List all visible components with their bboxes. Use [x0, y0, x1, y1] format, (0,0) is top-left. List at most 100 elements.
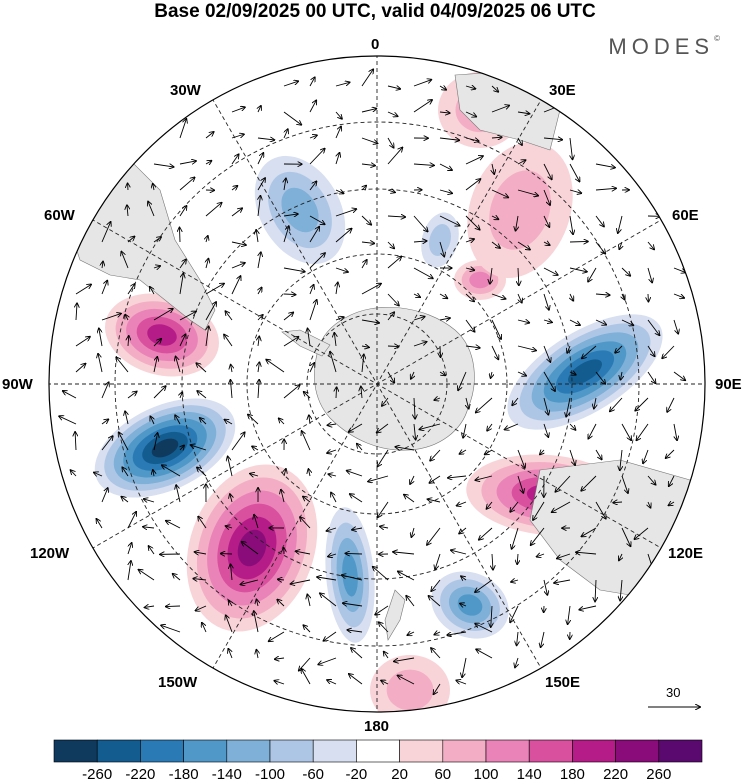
wind-arrow [269, 631, 285, 641]
wind-arrow [127, 284, 135, 295]
wind-arrow [257, 315, 263, 321]
lon-label-30e: 30E [549, 82, 576, 99]
wind-arrow [327, 680, 337, 685]
wind-arrow [595, 449, 602, 459]
wind-arrow [241, 579, 259, 584]
wind-arrow [543, 189, 550, 205]
wind-arrow [595, 319, 606, 325]
wind-arrow [439, 138, 459, 140]
wind-arrow [231, 432, 245, 451]
wind-arrow [231, 263, 245, 269]
wind-arrow [361, 69, 373, 87]
anomaly-contour [151, 438, 179, 458]
lon-label-180: 180 [364, 718, 390, 735]
wind-arrow [153, 470, 154, 477]
lon-label-150w: 150W [158, 674, 198, 691]
wind-arrow [379, 622, 389, 633]
wind-arrow [431, 579, 441, 591]
wind-arrow [101, 488, 108, 503]
wind-arrow [150, 287, 154, 295]
wind-arrow [569, 449, 575, 465]
new-zealand [384, 589, 406, 641]
vector-scale-label: 30 [666, 685, 681, 700]
wind-arrow [579, 605, 597, 610]
wind-arrow [465, 179, 480, 191]
wind-arrow [413, 267, 433, 278]
wind-arrow [127, 392, 137, 399]
wind-arrow [258, 362, 259, 373]
wind-arrow [378, 501, 389, 517]
wind-arrow [387, 371, 394, 383]
wind-arrow [569, 163, 580, 181]
wind-arrow [205, 284, 224, 295]
wind-arrow [428, 499, 441, 502]
wind-arrow [465, 156, 483, 165]
wind-arrow [175, 415, 181, 425]
graticule [49, 56, 705, 712]
wind-arrow [581, 527, 597, 536]
wind-arrow [205, 132, 214, 139]
wind-arrow [116, 357, 129, 373]
wind-arrow [343, 603, 363, 606]
wind-arrow [619, 241, 622, 249]
wind-arrow [413, 317, 425, 320]
colorbar-tick-label: 220 [603, 766, 629, 783]
wind-arrow [361, 242, 374, 243]
wind-arrow [75, 364, 85, 373]
wind-arrow [101, 436, 113, 451]
wind-arrow [307, 594, 310, 607]
wind-arrow [317, 577, 337, 581]
wind-arrow [476, 397, 493, 412]
wind-arrow [411, 371, 414, 379]
wind-arrow [121, 497, 129, 503]
wind-arrow [362, 186, 366, 190]
wind-arrow [475, 579, 493, 592]
lon-label-120e: 120E [668, 545, 704, 562]
wind-arrow [460, 450, 467, 454]
wind-arrow [179, 312, 196, 321]
wind-arrow [230, 564, 232, 581]
wind-arrow [406, 596, 415, 607]
wind-arrow [543, 267, 558, 275]
wind-arrow [283, 226, 289, 243]
wind-arrow [621, 319, 633, 325]
wind-arrow [517, 345, 536, 350]
wind-arrow [619, 553, 622, 560]
wind-arrow [328, 424, 337, 425]
wind-arrow [621, 527, 631, 546]
colorbar-swatch [226, 739, 271, 763]
wind-arrow [491, 105, 509, 113]
colorbar-swatch [658, 739, 703, 763]
wind-arrow [373, 567, 389, 581]
wind-arrow [75, 432, 76, 451]
wind-arrow [139, 570, 155, 581]
wind-arrow [361, 320, 379, 323]
wind-arrow [205, 302, 216, 321]
wind-arrow [620, 579, 622, 600]
wind-arrow [258, 380, 259, 399]
wind-arrow [173, 574, 181, 581]
wind-arrow [543, 397, 548, 415]
wind-arrow [491, 189, 508, 197]
wind-arrow [458, 371, 467, 390]
wind-arrow [96, 519, 103, 529]
colorbar-tick-label: 260 [646, 766, 672, 783]
wind-arrow [284, 129, 288, 139]
colorbar-swatch [140, 739, 184, 763]
wind-arrow [490, 267, 492, 284]
wind-arrow [258, 336, 259, 347]
wind-arrow [277, 600, 285, 607]
wind-arrow [304, 392, 311, 399]
wind-arrow [179, 177, 195, 191]
wind-arrow [327, 528, 337, 531]
wind-arrow [447, 631, 467, 635]
wind-arrow [309, 300, 317, 321]
wind-arrow [515, 657, 518, 667]
wind-arrow [349, 423, 363, 432]
colorbar-tick-label: 60 [434, 766, 452, 783]
wind-arrow [395, 447, 415, 451]
wind-arrow [347, 471, 363, 477]
wind-arrow [202, 623, 207, 633]
wind-arrow [517, 320, 529, 323]
wind-arrow [615, 345, 623, 353]
